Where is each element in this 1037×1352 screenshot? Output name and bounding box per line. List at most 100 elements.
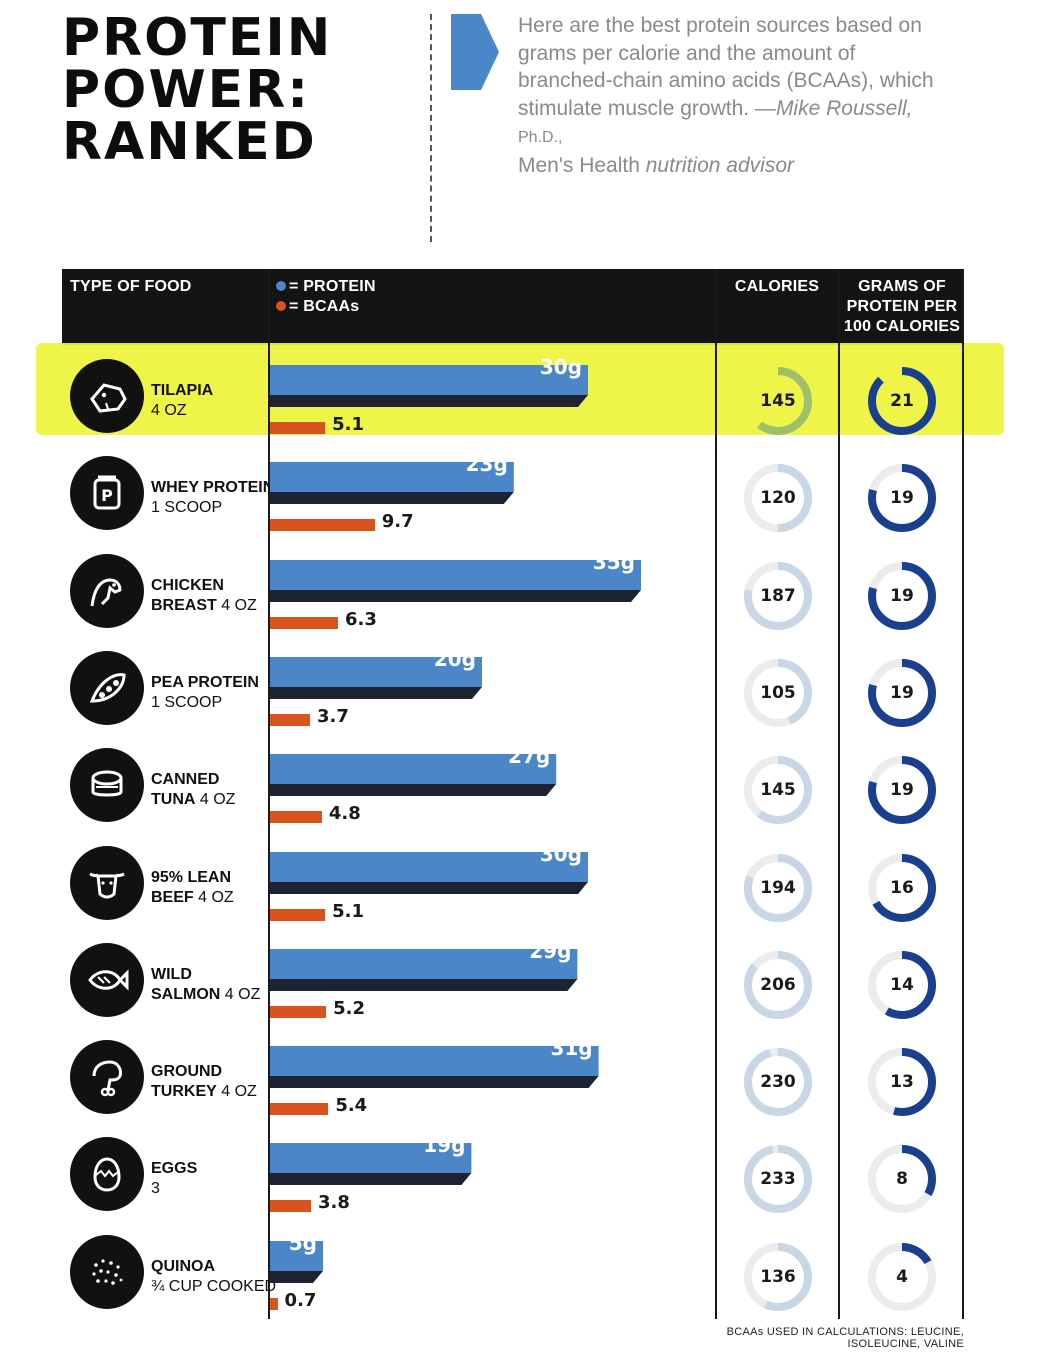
table-row: 95% LEAN BEEF 4 OZ 30g 5.1 194 16 — [0, 840, 1037, 937]
bcaa-bar — [270, 908, 326, 921]
food-label: EGGS 3 — [151, 1159, 197, 1199]
calories-ring-arc — [744, 853, 812, 922]
legend-bcaa-label: = BCAAs — [289, 298, 360, 315]
protein-bar-shadow — [270, 395, 588, 407]
grams-ring-graphic — [868, 1145, 936, 1214]
bcaa-value-label: 5.4 — [335, 1095, 368, 1117]
protein-bar-fill — [270, 365, 588, 395]
legend: = PROTEIN = BCAAs — [276, 277, 376, 317]
bcaa-bar — [270, 519, 375, 532]
food-name: WHEY PROTEIN — [151, 479, 275, 497]
protein-bar — [270, 462, 524, 505]
column-header-calories: CALORIES — [734, 278, 820, 295]
grams-ring: 19 — [864, 655, 940, 731]
calories-ring-arc — [744, 1242, 812, 1311]
grams-ring-graphic — [868, 658, 936, 727]
footnote: BCAAs USED IN CALCULATIONS: LEUCINE, ISO… — [726, 1326, 964, 1350]
grams-ring-value: 19 — [890, 682, 914, 703]
grams-ring-arc — [868, 464, 936, 533]
chicken-icon — [70, 553, 144, 628]
protein-bar-shadow — [270, 1076, 599, 1089]
attribution-degree: Ph.D., — [518, 129, 563, 146]
bcaa-value-label: 4.8 — [328, 803, 361, 825]
grams-ring-graphic — [868, 561, 936, 630]
protein-value-label: 23g — [465, 452, 508, 477]
protein-bar-fill — [270, 1046, 599, 1077]
table-row: CANNED TUNA 4 OZ 27g 4.8 145 19 — [0, 742, 1037, 839]
table-row: EGGS 3 19g 3.8 233 8 — [0, 1131, 1037, 1228]
calories-ring: 230 — [740, 1044, 816, 1120]
pea-pod-icon — [70, 650, 144, 725]
grams-ring-value: 14 — [890, 974, 914, 995]
legend-protein-swatch — [276, 281, 286, 291]
legend-bcaa: = BCAAs — [276, 297, 376, 317]
protein-bar — [270, 1143, 481, 1186]
grams-ring-value: 19 — [890, 488, 914, 509]
calories-ring-graphic — [744, 1145, 812, 1214]
food-serving: 1 SCOOP — [151, 499, 223, 517]
bcaa-value-label: 0.7 — [284, 1289, 317, 1311]
protein-bar-fill — [270, 559, 641, 590]
food-name: WILD — [151, 965, 192, 983]
calories-ring-graphic — [744, 561, 812, 630]
food-label: WHEY PROTEIN 1 SCOOP — [151, 478, 274, 518]
bcaa-bar — [270, 811, 322, 824]
calories-ring-graphic — [744, 367, 812, 435]
table-row: CHICKEN BREAST 4 OZ 35g 6.3 187 19 — [0, 548, 1037, 645]
fish-icon — [70, 942, 144, 1017]
food-serving: 4 OZ — [224, 985, 261, 1003]
grams-ring-arc — [868, 853, 936, 922]
protein-value-label: 29g — [529, 938, 572, 963]
grams-ring: 13 — [864, 1044, 940, 1120]
calories-ring: 120 — [740, 460, 816, 536]
bcaa-bar — [270, 422, 326, 434]
food-serving: ¾ CUP COOKED — [151, 1277, 277, 1295]
calories-ring-graphic — [744, 950, 812, 1019]
protein-bar-graphic — [270, 365, 588, 407]
grams-ring-graphic — [868, 950, 936, 1019]
protein-value-label: 30g — [539, 841, 582, 866]
protein-bar-fill — [270, 851, 588, 882]
bcaa-value-label: 3.8 — [318, 1192, 350, 1214]
calories-ring-arc — [744, 561, 812, 630]
food-serving: 3 — [151, 1180, 160, 1198]
calories-ring-arc — [744, 1048, 812, 1117]
column-divider — [838, 269, 840, 1319]
food-label: QUINOA ¾ CUP COOKED — [151, 1257, 276, 1297]
grams-ring-value: 21 — [890, 391, 914, 411]
protein-bar-graphic — [270, 851, 588, 894]
grams-ring: 19 — [864, 460, 940, 536]
bcaa-bar — [270, 713, 310, 726]
protein-bar-fill — [270, 948, 578, 979]
food-name: TILAPIA — [151, 382, 214, 399]
grams-ring: 16 — [864, 850, 940, 926]
calories-ring-graphic — [744, 1048, 812, 1117]
cow-head-icon — [70, 845, 144, 920]
calories-ring-value: 120 — [760, 488, 796, 509]
grams-ring-value: 19 — [890, 780, 914, 801]
food-label: CANNED TUNA 4 OZ — [151, 770, 235, 810]
protein-bar-graphic — [270, 1143, 472, 1186]
protein-bar — [270, 656, 492, 699]
calories-ring-arc — [744, 464, 812, 533]
grams-ring-graphic — [868, 1242, 936, 1311]
bcaa-bar — [270, 1200, 312, 1213]
protein-value-label: 30g — [539, 355, 582, 379]
protein-value-label: 31g — [550, 1036, 593, 1061]
protein-bar-shadow — [270, 1173, 472, 1186]
protein-value-label: 35g — [592, 549, 635, 574]
food-name: TURKEY — [151, 1083, 217, 1101]
calories-ring-value: 233 — [760, 1169, 796, 1190]
calories-ring: 206 — [740, 947, 816, 1023]
quinoa-grains-icon — [70, 1234, 144, 1309]
food-label: CHICKEN BREAST 4 OZ — [151, 576, 257, 616]
calories-ring-arc — [744, 658, 812, 727]
food-serving: 4 OZ — [151, 402, 187, 419]
food-name: BREAST — [151, 596, 217, 614]
grams-header-line: PROTEIN PER — [846, 298, 958, 315]
food-name: 95% LEAN — [151, 868, 232, 886]
bcaa-bar — [270, 1005, 327, 1018]
grams-ring-graphic — [868, 464, 936, 533]
legend-protein: = PROTEIN — [276, 277, 376, 297]
grams-ring: 4 — [864, 1239, 940, 1315]
